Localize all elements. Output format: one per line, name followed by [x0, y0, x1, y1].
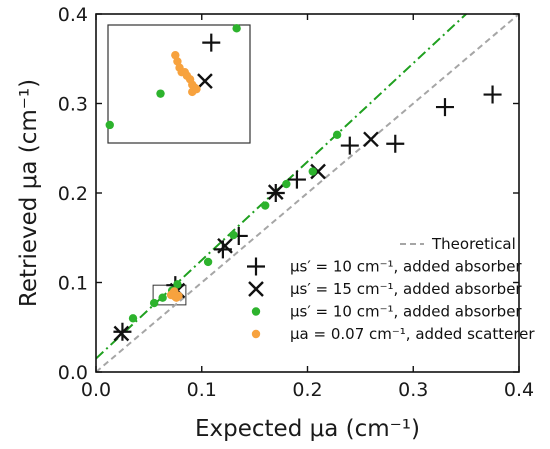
legend-swatch-green-dot: [251, 307, 261, 316]
data-point: [113, 325, 130, 342]
x-tick-label: 0.4: [504, 379, 534, 401]
data-point: [128, 314, 138, 323]
data-point: [192, 84, 201, 94]
data-point: [217, 237, 233, 254]
data-point: [149, 298, 159, 308]
legend-swatch-plus: [247, 257, 265, 276]
legend: Theoretical μs′ = 10 cm⁻¹, added absorber…: [247, 235, 535, 343]
x-axis-title: Expected μa (cm⁻¹): [195, 416, 420, 442]
x-tick-label: 0.0: [81, 379, 111, 401]
legend-label: Theoretical: [431, 235, 516, 253]
data-point: [158, 293, 167, 302]
data-point: [203, 257, 213, 267]
fit-line: [96, 14, 468, 360]
legend-label: μa = 0.07 cm⁻¹, added scatterer: [290, 325, 535, 343]
data-point: [287, 170, 306, 189]
data-point: [173, 280, 182, 289]
data-point: [282, 179, 291, 189]
data-point: [174, 291, 183, 301]
theoretical-line: [96, 14, 519, 372]
y-tick-label: 0.4: [58, 4, 88, 26]
inset-frame: [107, 24, 251, 144]
x-tick-label: 0.2: [292, 379, 322, 401]
y-tick-label: 0.1: [58, 273, 88, 295]
x-tick-label: 0.1: [187, 379, 217, 401]
data-point: [308, 167, 317, 176]
legend-swatch-x: [248, 281, 264, 297]
data-point: [156, 89, 165, 98]
legend-label: μs′ = 10 cm⁻¹, added absorber: [290, 258, 522, 276]
data-point: [363, 131, 379, 148]
data-point: [483, 85, 502, 104]
y-tick-label: 0.3: [58, 94, 88, 116]
y-tick-label: 0.2: [58, 183, 88, 205]
inset-panel: [107, 24, 251, 144]
y-tick-label: 0.0: [58, 362, 88, 384]
series-4: [166, 50, 201, 302]
data-point: [105, 120, 114, 130]
y-axis-title: Retrieved μa (cm⁻¹): [16, 79, 42, 307]
data-point: [386, 134, 405, 153]
data-point: [202, 33, 221, 52]
data-point: [167, 289, 177, 299]
data-point: [332, 130, 342, 140]
series-2: [113, 73, 379, 342]
data-point: [310, 163, 326, 180]
data-point: [229, 230, 238, 240]
legend-swatch-orange-dot: [251, 329, 261, 339]
data-point: [340, 136, 359, 155]
data-point: [232, 24, 241, 33]
data-point: [435, 98, 454, 117]
data-point: [197, 73, 213, 89]
data-point: [267, 184, 284, 200]
x-tick-label: 0.3: [398, 379, 428, 401]
legend-label: μs′ = 15 cm⁻¹, added absorber: [290, 280, 522, 298]
legend-label: μs′ = 10 cm⁻¹, added absorber: [290, 303, 522, 321]
data-point: [261, 201, 270, 210]
plot-area: [96, 14, 519, 372]
